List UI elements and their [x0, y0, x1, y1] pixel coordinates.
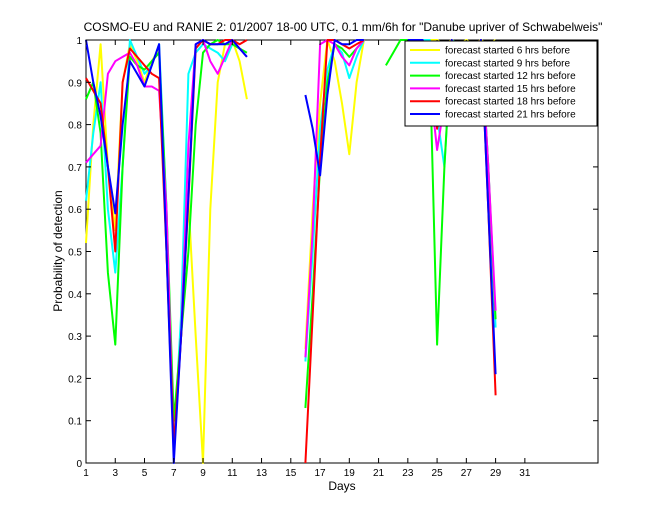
legend-box [404, 40, 598, 127]
x-tick-label: 15 [285, 468, 297, 479]
y-tick-label: 0.2 [68, 374, 82, 385]
y-axis-label: Probability of detection [51, 190, 65, 311]
data-lines [86, 40, 525, 463]
x-axis-label: Days [328, 479, 355, 493]
y-tick-label: 1 [76, 36, 82, 47]
legend-label: forecast started 12 hrs before [445, 71, 576, 82]
y-axis: 0 0.1 0.2 0.3 0.4 0.5 0.6 0.7 0.8 0.9 1 [68, 36, 598, 470]
legend-label: forecast started 6 hrs before [445, 46, 571, 57]
x-tick-label: 7 [171, 468, 177, 479]
x-tick-label: 3 [112, 468, 118, 479]
x-tick-label: 23 [402, 468, 414, 479]
x-tick-label: 5 [142, 468, 148, 479]
x-tick-label: 13 [256, 468, 268, 479]
x-tick-label: 29 [490, 468, 502, 479]
y-tick-label: 0 [76, 459, 82, 470]
x-tick-label: 31 [519, 468, 531, 479]
x-tick-label: 1 [83, 468, 89, 479]
legend-label: forecast started 9 hrs before [445, 58, 571, 69]
y-tick-label: 0.3 [68, 332, 82, 343]
series-line-5 [85, 39, 497, 464]
x-tick-label: 21 [373, 468, 385, 479]
y-tick-label: 0.1 [68, 417, 82, 428]
y-tick-label: 0.8 [68, 121, 82, 132]
x-tick-label: 27 [461, 468, 473, 479]
legend-label: forecast started 15 hrs before [445, 84, 576, 95]
y-tick-label: 0.5 [68, 248, 82, 259]
x-tick-label: 11 [227, 468, 238, 479]
x-tick-label: 25 [432, 468, 444, 479]
y-tick-label: 0.4 [68, 290, 82, 301]
y-tick-label: 0.9 [68, 78, 82, 89]
x-axis: 1 3 5 7 9 11 13 15 17 19 21 23 25 27 29 31 [83, 40, 531, 479]
legend-label: forecast started 21 hrs before [445, 110, 576, 121]
y-tick-label: 0.7 [68, 163, 82, 174]
legend-label: forecast started 18 hrs before [445, 97, 576, 108]
x-tick-label: 19 [344, 468, 356, 479]
chart-title: COSMO-EU and RANIE 2: 01/2007 18-00 UTC,… [84, 20, 603, 34]
x-tick-label: 17 [314, 468, 326, 479]
x-tick-label: 9 [200, 468, 206, 479]
y-tick-label: 0.6 [68, 205, 82, 216]
